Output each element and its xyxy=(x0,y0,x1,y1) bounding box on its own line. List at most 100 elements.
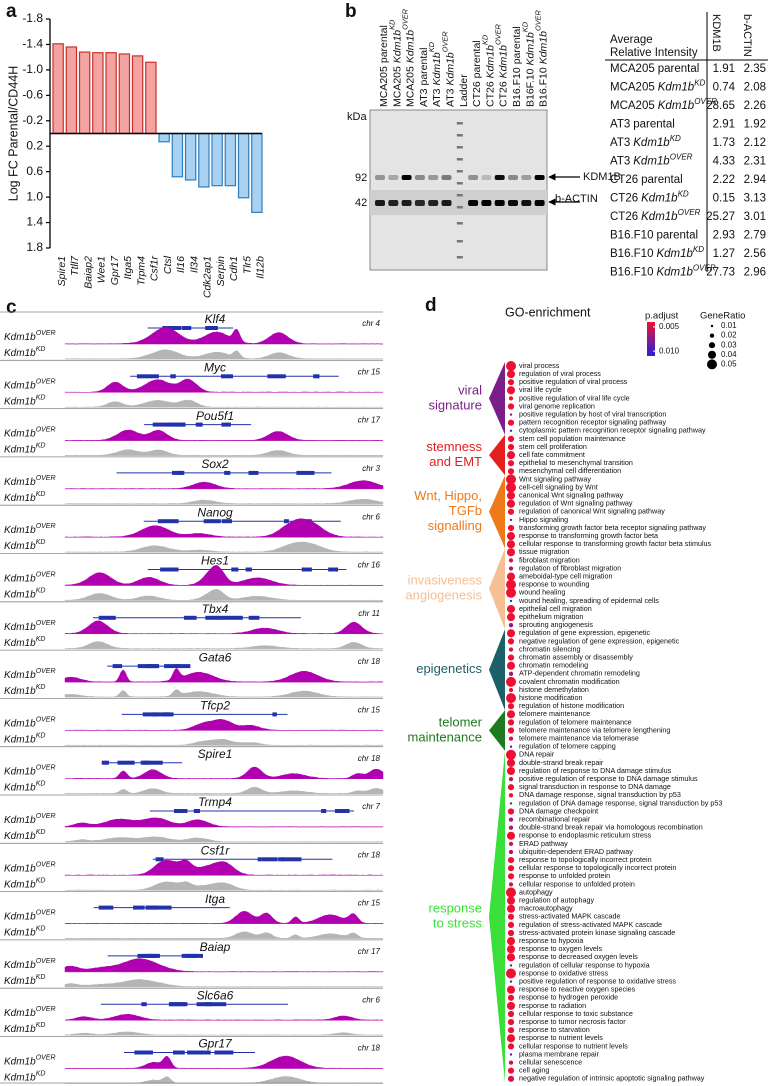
y-tick-label: 1.0 xyxy=(26,189,43,203)
go-term: tissue migration xyxy=(519,547,569,556)
text-part: OVER xyxy=(36,958,56,965)
go-dot xyxy=(508,882,514,887)
track-label: Kdm1bOVER xyxy=(4,572,56,584)
go-term: viral life cycle xyxy=(519,385,562,394)
signal-track xyxy=(64,836,384,843)
exon xyxy=(190,1050,211,1055)
signal-track xyxy=(64,620,384,635)
text-part: KD xyxy=(36,1071,46,1078)
exon xyxy=(152,422,171,427)
text-part: Kdm1b xyxy=(4,477,36,488)
text-part: MCA205 xyxy=(404,66,416,107)
track-label: Kdm1bKD xyxy=(4,1023,45,1035)
go-term: stress-activated MAPK cascade xyxy=(519,912,620,921)
track-label: Kdm1bKD xyxy=(4,684,45,696)
go-term: response to tumor necrosis factor xyxy=(519,1017,626,1026)
y-tick-label: -1.4 xyxy=(22,37,43,51)
text-part: Kdm1b xyxy=(4,927,36,938)
ladder-band xyxy=(456,222,463,225)
go-dot xyxy=(506,482,516,493)
go-dot xyxy=(507,784,515,791)
bar xyxy=(184,132,197,181)
text-part: B16.F10 xyxy=(610,267,653,279)
text-part: OVER xyxy=(36,717,56,724)
y-tick-label: 0.6 xyxy=(26,164,43,178)
text-part: KD xyxy=(693,245,704,254)
go-dot xyxy=(506,945,516,954)
go-term: ATP-dependent chromatin remodeling xyxy=(519,669,640,678)
go-dot xyxy=(506,831,516,840)
go-dot xyxy=(506,749,516,760)
text-part: B16.F10 xyxy=(537,67,549,107)
text-part: OVER xyxy=(36,475,56,482)
go-dot xyxy=(507,654,515,661)
text-part: OVER xyxy=(694,97,717,106)
bar xyxy=(92,52,104,135)
cell-value: 1.27 xyxy=(713,248,735,260)
exon xyxy=(193,809,200,813)
exon xyxy=(301,567,312,572)
go-dot xyxy=(506,1034,516,1043)
track-label: Kdm1bKD xyxy=(4,781,45,793)
text-part: Kdm1b xyxy=(641,211,678,223)
track-label: Kdm1bKD xyxy=(4,491,45,503)
go-dot xyxy=(509,745,513,748)
lane-label: CT26 Kdm1bOVER xyxy=(494,24,509,107)
gene-name: Csf1r xyxy=(201,843,231,857)
signal-track xyxy=(64,931,384,939)
go-term: cellular response to unfolded protein xyxy=(519,879,635,888)
blot-band xyxy=(388,200,399,206)
cell-value: 1.73 xyxy=(713,137,735,149)
go-term: regulation of Wnt signaling pathway xyxy=(519,499,633,508)
text-part: Kdm1b xyxy=(4,396,36,407)
signal-track xyxy=(64,641,384,650)
signal-track xyxy=(64,429,384,441)
chr-label: chr 17 xyxy=(358,416,381,425)
legend-title: p.adjust xyxy=(645,311,679,322)
exon xyxy=(296,470,315,475)
go-dot xyxy=(506,887,516,898)
text-part: AT3 xyxy=(444,88,456,107)
row-label: B16.F10 parental xyxy=(610,230,698,242)
exon xyxy=(185,953,203,958)
go-dot xyxy=(506,629,516,638)
go-term: pattern recognition receptor signaling p… xyxy=(519,418,666,427)
text-part: OVER xyxy=(36,1055,56,1062)
go-dot xyxy=(507,1067,515,1074)
go-dot xyxy=(509,1053,513,1056)
ladder-band xyxy=(456,134,463,137)
exon xyxy=(98,615,116,620)
x-tick-label: Itga5 xyxy=(122,256,134,280)
gene-name: Trmp4 xyxy=(198,795,232,809)
go-dot xyxy=(509,429,513,432)
group-bracket xyxy=(489,434,505,476)
text-part: Kdm1b xyxy=(4,718,36,729)
go-term: response to hydrogen peroxide xyxy=(519,993,618,1002)
text-part: Kdm1b xyxy=(4,541,36,552)
lane-label: MCA205 Kdm1bOVER xyxy=(401,8,416,107)
text-part: KD xyxy=(521,21,530,32)
track-label: Kdm1bOVER xyxy=(4,1007,56,1019)
ladder-band xyxy=(456,182,463,185)
colorbar-label: 0.010 xyxy=(659,346,680,355)
text-part: KD xyxy=(428,41,437,52)
bar xyxy=(118,53,131,135)
bar xyxy=(158,132,170,143)
go-term: regulation of viral process xyxy=(519,369,601,378)
bar xyxy=(237,132,250,199)
ladder-band xyxy=(456,194,463,197)
text-part: Kdm1b xyxy=(4,976,36,987)
blot-band xyxy=(428,200,439,206)
go-dot xyxy=(506,451,516,460)
bar xyxy=(131,55,144,135)
x-tick-label: Ctsl xyxy=(162,255,174,274)
track-label: Kdm1bKD xyxy=(4,395,45,407)
go-term: transforming growth factor beta receptor… xyxy=(519,523,706,532)
blot-band xyxy=(481,175,492,180)
go-term: regulation of gene expression, epigeneti… xyxy=(519,628,650,637)
group-label: viral xyxy=(458,382,482,397)
blot-band xyxy=(375,175,385,180)
text-part: Kdm1b xyxy=(4,444,36,455)
text-part: Kdm1b xyxy=(4,348,36,359)
go-dot xyxy=(508,623,514,628)
